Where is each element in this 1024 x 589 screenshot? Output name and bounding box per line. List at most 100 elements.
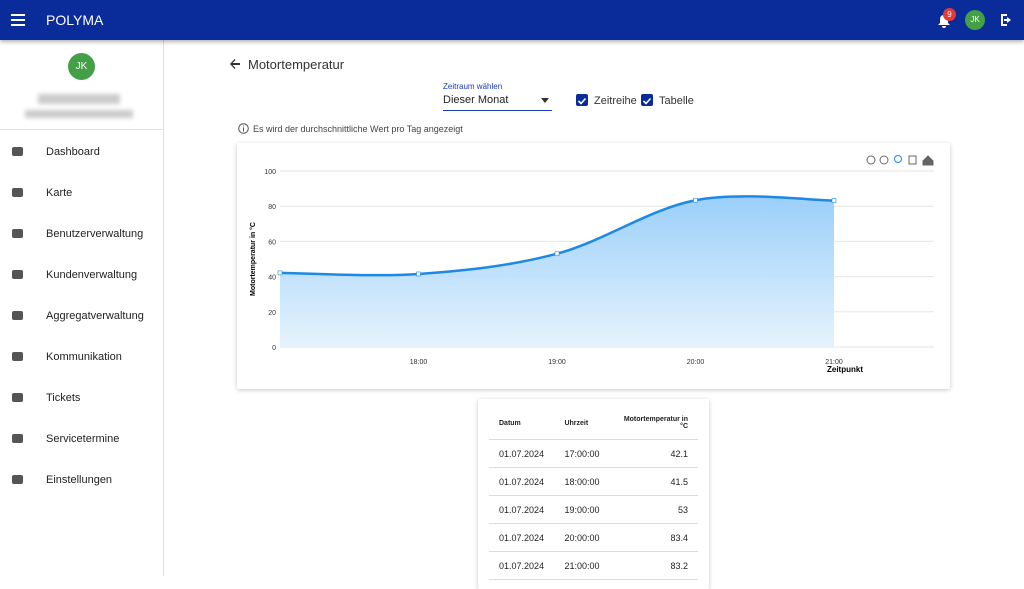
menu-icon [12,475,23,484]
table-cell: 42.1 [608,439,698,468]
y-tick-label: 20 [268,310,276,317]
menu-label: Tickets [46,392,81,404]
menu-item[interactable]: Dashboard [0,132,163,173]
period-select[interactable]: Dieser Monat [443,94,552,111]
table-body: 01.07.2024 17:00:00 42.1 01.07.2024 18:00:00… [489,439,698,580]
checkbox-label: Tabelle [659,95,694,107]
table-row: 01.07.2024 18:00:00 41.5 [489,467,698,496]
menu-item[interactable]: Servicetermine [0,419,163,460]
menu-label: Karte [46,187,73,199]
user-avatar[interactable]: JK [965,10,985,30]
checkbox-label: Zeitreihe [594,95,637,107]
menu-label: Kommunikation [46,351,122,363]
zoom-out[interactable] [879,155,889,165]
table-row: 01.07.2024 19:00:00 53 [489,495,698,524]
notification-badge: 9 [943,8,956,21]
menu-icon [12,352,23,361]
logout-button[interactable] [999,13,1013,27]
sidebar-header: JK [0,40,163,130]
checkbox[interactable] [576,94,588,106]
icon-shape [12,311,23,320]
y-tick-label: 60 [268,239,276,246]
info-text: Es wird der durchschnittliche Wert pro T… [253,124,463,134]
zoom[interactable] [894,155,902,163]
x-axis-title: Zeitpunkt [827,365,863,374]
column-header: Datum [489,407,555,440]
table-row: 01.07.2024 20:00:00 83.4 [489,523,698,552]
sidebar: JK Dashboard Karte Benutzerverwaltung Kunde… [0,40,164,576]
icon-shape [12,475,23,484]
y-tick-label: 100 [264,169,276,176]
icon-shape [12,188,23,197]
menu-label: Aggregatverwaltung [46,310,144,322]
x-tick-label: 19:00 [548,359,566,366]
point-marker [693,197,698,203]
page-title: Motortemperatur [248,57,345,72]
back-button[interactable] [229,58,241,70]
menu-label: Einstellungen [46,474,113,486]
reset[interactable] [922,155,934,166]
menu-item[interactable]: Kundenverwaltung [0,255,163,296]
table-cell: 01.07.2024 [489,523,555,552]
menu-icon [12,270,23,279]
menu-item[interactable]: Tickets [0,378,163,419]
table-cell: 17:00:00 [554,439,608,468]
menu-label: Servicetermine [46,433,120,445]
icon-shape [12,147,23,156]
y-axis-title: Motortemperatur in °C [249,222,257,296]
menu-icon [12,434,23,443]
table-cell: 20:00:00 [554,523,608,552]
y-tick-label: 80 [268,204,276,211]
point-marker [277,270,283,276]
menu-icon [12,229,23,238]
table-cell: 19:00:00 [554,495,608,524]
menu-item[interactable]: Karte [0,173,163,214]
redacted-name [38,94,120,104]
menu-icon [12,188,23,197]
table-row: 01.07.2024 17:00:00 42.1 [489,439,698,468]
zoom-in[interactable] [866,155,876,165]
chart: Zeitpunkt Motortemperatur in °C 0 20 40 60 8… [249,155,934,374]
checkbox[interactable] [641,94,653,106]
icon-shape [12,352,23,361]
menu-label: Kundenverwaltung [46,269,138,281]
info-icon [238,123,249,134]
period-label: Zeitraum wählen [443,82,503,91]
table-cell: 53 [608,495,698,524]
table-header: Datum Uhrzeit Motortemperatur in °C [489,407,698,440]
table-row: 01.07.2024 21:00:00 83.2 [489,551,698,580]
menu-icon [12,393,23,402]
table-cell: 21:00:00 [554,551,608,580]
menu-item[interactable]: Benutzerverwaltung [0,214,163,255]
app-bar: POLYMA 9 JK [0,0,1024,40]
icon-shape [12,270,23,279]
menu-item[interactable]: Kommunikation [0,337,163,378]
x-tick-label: 20:00 [687,359,705,366]
icon-shape [12,393,23,402]
menu-button[interactable] [11,14,25,26]
menu-item[interactable]: Aggregatverwaltung [0,296,163,337]
table-cell: 01.07.2024 [489,439,555,468]
column-header: Motortemperatur in °C [608,407,698,440]
menu-item[interactable]: Einstellungen [0,460,163,501]
icon-shape [12,434,23,443]
x-tick-label: 21:00 [825,359,843,366]
sidebar-avatar: JK [68,53,95,80]
period-value: Dieser Monat [443,94,509,106]
area-fill [280,196,834,347]
app-title: POLYMA [46,12,104,28]
point-marker [831,198,837,203]
x-tick-label: 18:00 [410,359,428,366]
table-card: Datum Uhrzeit Motortemperatur in °C 01.07.2… [478,399,709,589]
table-cell: 01.07.2024 [489,467,555,496]
table-cell: 01.07.2024 [489,551,555,580]
table-cell: 83.2 [608,551,698,580]
pan[interactable] [908,155,917,165]
y-tick-label: 0 [272,345,276,352]
menu-icon [12,147,23,156]
menu-label: Benutzerverwaltung [46,228,144,240]
chart-card: Zeitpunkt Motortemperatur in °C 0 20 40 60 8… [237,143,950,389]
y-tick-label: 40 [268,275,276,282]
